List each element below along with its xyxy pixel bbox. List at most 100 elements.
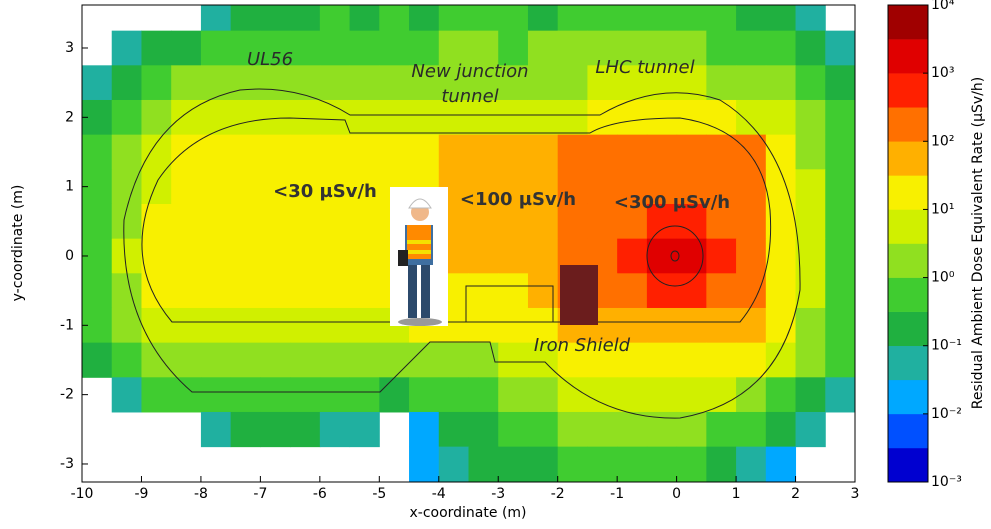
colorbar-band — [888, 345, 928, 381]
heatmap-cell — [171, 307, 202, 344]
heatmap-cell — [349, 238, 380, 274]
y-tick-label: 0 — [65, 248, 74, 264]
heatmap-cell — [527, 65, 559, 101]
heatmap-cell — [290, 342, 321, 378]
heatmap-cell — [527, 5, 559, 32]
heatmap-cell — [200, 238, 232, 274]
heatmap-cell — [379, 65, 410, 101]
colorbar-tick-label: 10⁰ — [931, 270, 955, 286]
heatmap-cell — [171, 273, 202, 309]
heatmap-cell — [141, 342, 172, 378]
heatmap-cell — [260, 134, 291, 170]
y-tick-label: 3 — [65, 40, 74, 56]
tunnel-outline-outer — [123, 88, 801, 419]
heatmap-cell — [706, 238, 737, 274]
colorbar-band — [888, 311, 928, 347]
heatmap-cell — [438, 65, 469, 101]
heatmap-cell — [646, 446, 678, 482]
heatmap-cell — [468, 203, 499, 240]
heatmap-cell — [676, 273, 707, 309]
heatmap-cell — [557, 65, 588, 101]
heatmap-cell — [111, 377, 142, 413]
heatmap-cell — [171, 99, 202, 136]
heatmap-cell — [438, 134, 469, 170]
heatmap-cell — [319, 65, 351, 101]
heatmap-cell — [557, 169, 588, 205]
hotspot-ring — [646, 225, 704, 287]
heatmap-cell — [230, 169, 261, 205]
heatmap-cell — [498, 342, 529, 378]
x-tick-label: -4 — [432, 486, 446, 502]
heatmap-cell — [379, 30, 410, 66]
heatmap-cell — [319, 273, 351, 309]
heatmap-cell — [795, 203, 826, 240]
heatmap-cell — [795, 30, 826, 66]
junction-box — [465, 285, 554, 323]
y-tick-label: -2 — [60, 387, 74, 403]
annotation: LHC tunnel — [595, 57, 694, 78]
heatmap-cell — [409, 65, 440, 101]
heatmap-cell — [468, 273, 499, 309]
heatmap-cell — [557, 99, 588, 136]
heatmap-cell — [527, 99, 559, 136]
heatmap-cell — [498, 377, 529, 413]
heatmap-cell — [468, 307, 499, 344]
heatmap-cell — [111, 273, 142, 309]
heatmap-cell — [290, 238, 321, 274]
colorbar-tick-label: 10¹ — [931, 201, 954, 217]
heatmap-cell — [111, 134, 142, 170]
heatmap-cell — [617, 99, 648, 136]
x-tick-label: -10 — [71, 486, 94, 502]
heatmap-cell — [319, 30, 351, 66]
heatmap-cell — [527, 342, 559, 378]
worker-stripe — [407, 240, 431, 244]
heatmap-cell — [319, 377, 351, 413]
heatmap-cell — [617, 411, 648, 448]
worker-stripe — [407, 250, 431, 254]
y-tick-label: 2 — [65, 109, 74, 125]
heatmap-cell — [200, 342, 232, 378]
heatmap-cell — [260, 203, 291, 240]
heatmap-cell — [795, 65, 826, 101]
heatmap-cell — [617, 65, 648, 101]
heatmap-cell — [111, 99, 142, 136]
y-tick-label: 1 — [65, 179, 74, 195]
heatmap-cell — [765, 238, 797, 274]
colorbar-tick-label: 10⁻² — [931, 406, 962, 422]
tunnel-layout — [123, 88, 801, 419]
heatmap-cell — [825, 342, 855, 378]
annotation: <30 µSv/h — [273, 181, 377, 202]
heatmap-cell — [409, 30, 440, 66]
iron-shield — [560, 265, 598, 325]
heatmap-cell — [200, 203, 232, 240]
colorbar-tick-label: 10⁴ — [931, 0, 955, 13]
heatmap-cell — [498, 169, 529, 205]
heatmap-cell — [825, 99, 855, 136]
heatmap-cell — [409, 134, 440, 170]
heatmap-cell — [825, 65, 855, 101]
heatmap-cell — [765, 169, 797, 205]
heatmap-cell — [468, 134, 499, 170]
heatmap-cell — [200, 134, 232, 170]
heatmap-cell — [319, 238, 351, 274]
heatmap-cell — [171, 377, 202, 413]
colorbar-frame — [887, 4, 929, 483]
heatmap-cell — [617, 273, 648, 309]
heatmap-cell — [706, 99, 737, 136]
heatmap-cell — [200, 307, 232, 344]
heatmap-cell — [468, 342, 499, 378]
heatmap-cell — [230, 99, 261, 136]
heatmap-cell — [557, 377, 588, 413]
worker-helmet — [408, 198, 432, 209]
colorbar-label: Residual Ambient Dose Equivalent Rate (µ… — [970, 77, 986, 410]
heatmap-cell — [230, 342, 261, 378]
heatmap-cell — [349, 307, 380, 344]
heatmap-cell — [557, 134, 588, 170]
heatmap-cell — [617, 377, 648, 413]
heatmap-cell — [557, 342, 588, 378]
x-tick-label: -8 — [194, 486, 208, 502]
heatmap-cell — [141, 134, 172, 170]
heatmap-cell — [736, 446, 767, 482]
worker-base — [398, 318, 442, 326]
